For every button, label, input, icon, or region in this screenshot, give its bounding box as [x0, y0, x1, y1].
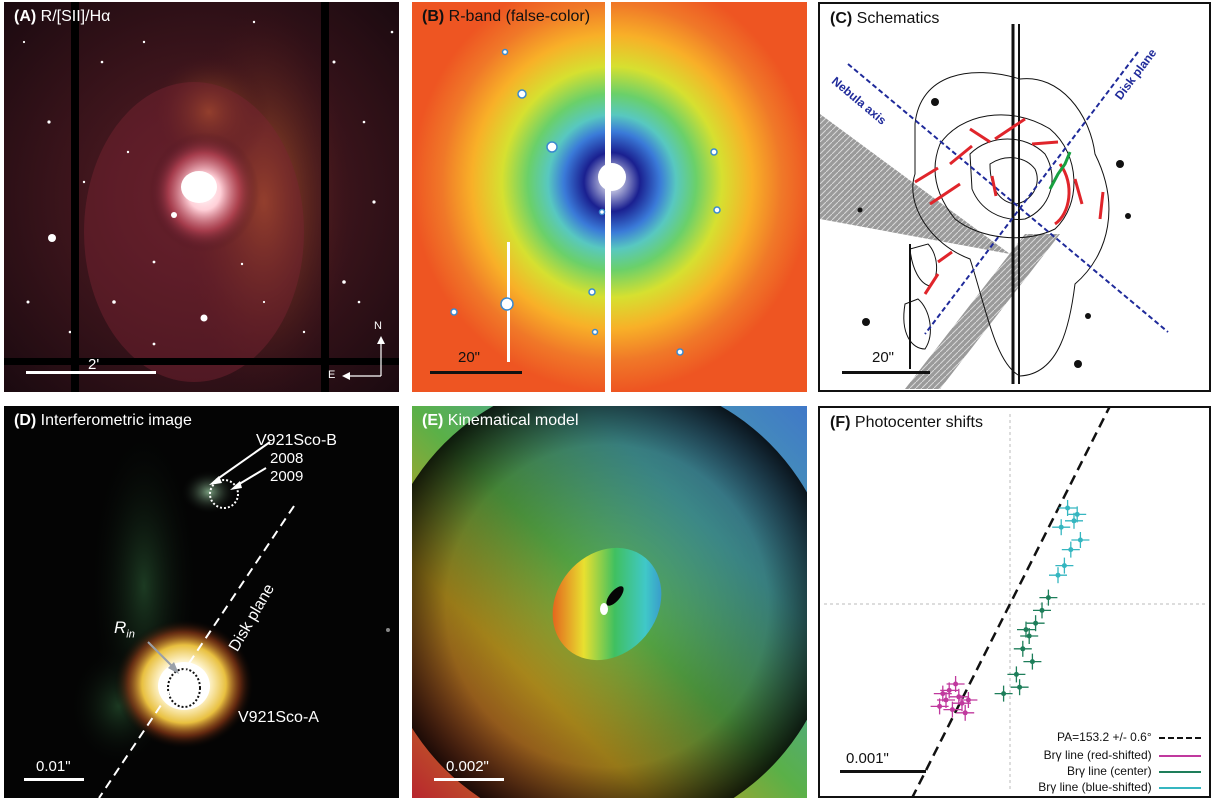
- data-point-0-1: [943, 697, 949, 703]
- panel-e-label: (E) Kinematical model: [422, 412, 579, 429]
- data-point-0-6: [953, 681, 959, 687]
- fit-line: [911, 408, 1111, 796]
- primary-label: V921Sco-A: [238, 709, 319, 726]
- data-point-2-7: [1074, 511, 1080, 517]
- panel-d-scale-label: 0.01": [36, 758, 71, 775]
- panel-d-image: (D) Interferometric image V921Sco-B 2008…: [4, 406, 399, 798]
- data-point-1-3: [1020, 646, 1026, 652]
- companion-label: V921Sco-B: [256, 432, 337, 449]
- legend-center: Brγ line (center): [1067, 764, 1201, 778]
- panel-a-sky: [4, 2, 399, 392]
- panel-b-image: (B) R-band (false-color) 20": [412, 2, 807, 392]
- data-point-1-8: [1045, 595, 1051, 601]
- data-point-1-6: [1017, 684, 1023, 690]
- data-point-2-5: [1061, 563, 1067, 569]
- panel-b-label: (B) R-band (false-color): [422, 8, 591, 25]
- panel-f-scale-bar: [840, 770, 926, 773]
- panel-a-label: (A) R/[SII]/Hα: [14, 8, 111, 25]
- data-point-1-1: [1033, 620, 1039, 626]
- data-point-1-0: [1039, 607, 1045, 613]
- data-point-0-7: [940, 691, 946, 697]
- panel-d-label: (D) Interferometric image: [14, 412, 192, 429]
- panel-c-drawing: [820, 24, 1169, 389]
- panel-f-label: (F) Photocenter shifts: [830, 414, 983, 431]
- photocenter-chart: [824, 408, 1205, 796]
- panel-c-label: (C) Schematics: [830, 10, 940, 27]
- panel-f-scale-label: 0.001": [846, 750, 889, 767]
- panel-d-map: [69, 426, 390, 798]
- data-point-1-9: [1023, 627, 1029, 633]
- year-2009-label: 2009: [270, 468, 304, 485]
- data-point-1-5: [1013, 671, 1019, 677]
- panel-a-scale-label: 2': [88, 356, 100, 373]
- panel-b-map: [412, 2, 807, 392]
- panel-a-north-label: N: [374, 320, 382, 332]
- data-point-1-7: [1001, 691, 1007, 697]
- panel-b-scale-label: 20": [458, 349, 481, 366]
- data-point-0-5: [946, 687, 952, 693]
- data-point-2-6: [1055, 572, 1061, 578]
- panel-e-scale-label: 0.002": [446, 758, 489, 775]
- rin-label: Rin: [114, 618, 135, 641]
- panel-a-east-label: E: [328, 369, 336, 381]
- data-point-1-2: [1026, 633, 1032, 639]
- panel-d-scale-bar: [24, 778, 84, 781]
- data-point-0-9: [965, 697, 971, 703]
- data-point-0-3: [956, 694, 962, 700]
- legend-fit: PA=153.2 +/- 0.6°: [1057, 730, 1201, 744]
- data-point-0-8: [962, 710, 968, 716]
- data-point-2-2: [1058, 524, 1064, 530]
- panel-c-scale-label: 20": [872, 349, 895, 366]
- panel-e-map: [412, 406, 807, 798]
- panel-c-scale-bar: [842, 371, 930, 374]
- panel-e-scale-bar: [434, 778, 504, 781]
- panel-e-image: (E) Kinematical model 0.002": [412, 406, 807, 798]
- data-point-2-4: [1068, 547, 1074, 553]
- legend-red-shifted: Brγ line (red-shifted): [1044, 748, 1201, 762]
- panel-f-chart: (F) Photocenter shifts PA=153.2 +/- 0.6°…: [818, 406, 1211, 798]
- data-point-0-0: [937, 703, 943, 709]
- panel-b-scale-bar: [430, 371, 522, 374]
- panel-a-scale-bar: [26, 371, 156, 374]
- legend-blue-shifted: Brγ line (blue-shifted): [1038, 780, 1201, 794]
- data-point-0-4: [959, 700, 965, 706]
- data-point-2-0: [1065, 505, 1071, 511]
- data-point-0-2: [949, 707, 955, 713]
- data-point-1-4: [1029, 659, 1035, 665]
- panel-a-image: (A) R/[SII]/Hα 2' N E: [4, 2, 399, 392]
- data-point-2-1: [1071, 518, 1077, 524]
- year-2008-label: 2008: [270, 450, 304, 467]
- panel-c-schematic: (C) Schematics Nebula axis Disk plane 20…: [818, 2, 1211, 392]
- data-point-2-3: [1077, 537, 1083, 543]
